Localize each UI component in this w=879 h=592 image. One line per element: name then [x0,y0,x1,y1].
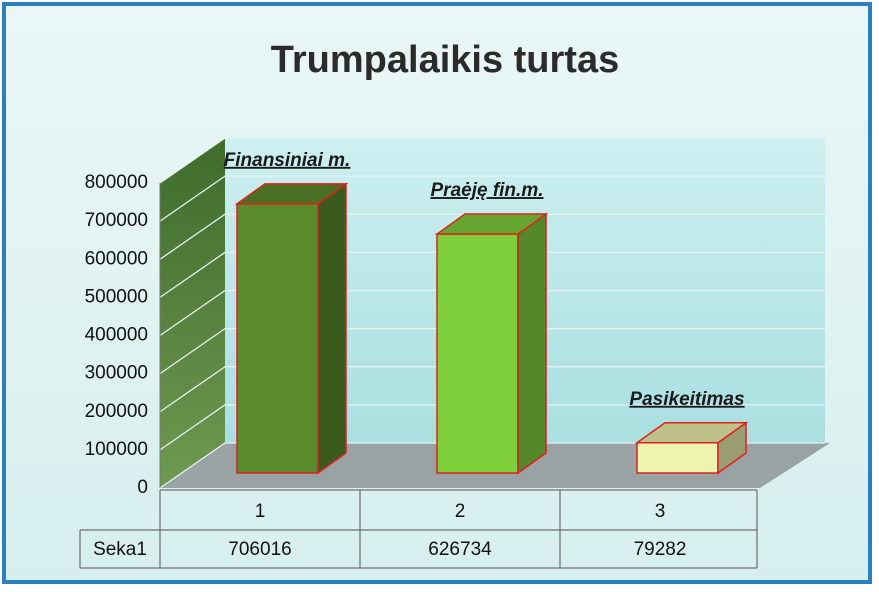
grid-line [159,137,825,184]
grid-line [159,251,825,298]
grid-line [159,404,825,451]
y-tick-label: 700000 [85,210,148,231]
category-label: 2 [455,501,466,522]
grid-line [159,366,825,413]
bar-side [317,182,347,475]
bar-top [434,213,549,235]
bar-front [236,203,319,474]
series-name: Seka1 [93,539,147,560]
y-tick-label: 400000 [85,325,148,346]
grid-line [159,289,825,337]
category-label: 1 [255,501,266,522]
grid-line [159,213,825,260]
bar [434,212,549,475]
bar-front [436,233,519,474]
bar [234,182,349,475]
y-tick-label: 100000 [85,439,148,460]
y-tick-label: 800000 [85,172,148,193]
grid-line [159,442,825,489]
bar-side [517,212,547,475]
table-value: 706016 [228,539,291,560]
y-tick-label: 300000 [85,363,148,384]
table-value: 79282 [634,539,687,560]
annotation: Finansiniai m. [224,150,351,171]
y-tick-label: 600000 [85,248,148,269]
chart-title: Trumpalaikis turtas [271,39,619,81]
bar-top [634,422,749,444]
table-value: 626734 [428,539,492,560]
annotation: Praėję fin.m. [431,180,544,201]
category-label: 3 [655,501,666,522]
y-tick-label: 0 [137,477,148,498]
y-tick-label: 500000 [85,286,148,307]
y-tick-label: 200000 [85,401,148,422]
grid-line [159,175,825,222]
annotation: Pasikeitimas [629,389,744,410]
bar [634,421,749,475]
grid-line [159,327,825,375]
bar-top [234,183,349,205]
bar-front [636,442,719,474]
